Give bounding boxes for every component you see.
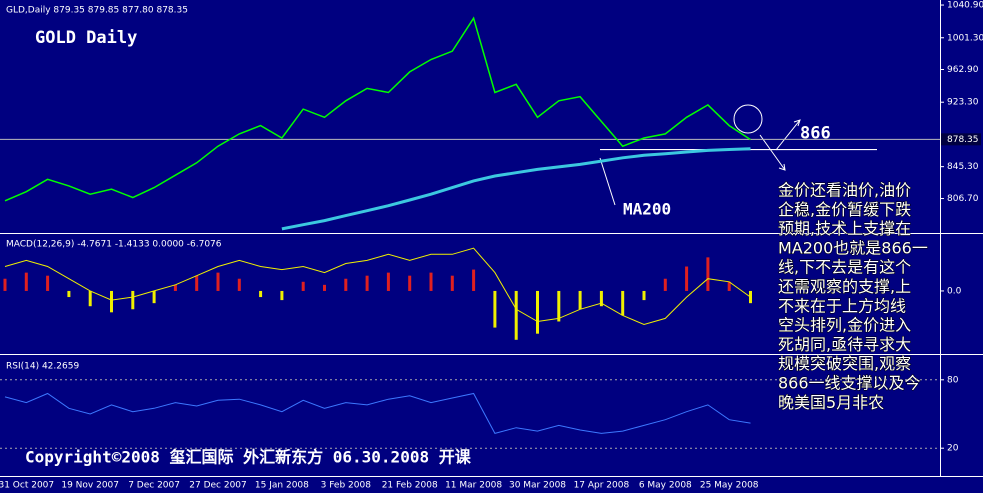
macd-bar	[599, 290, 603, 307]
x-tick-label: 30 Mar 2008	[509, 481, 566, 491]
last-price-box	[941, 133, 981, 146]
macd-bar	[578, 290, 582, 310]
x-tick-label: 27 Dec 2007	[189, 481, 247, 491]
macd-bar	[727, 281, 731, 291]
x-tick-label: 15 Jan 2008	[255, 481, 309, 491]
macd-bar	[663, 278, 667, 291]
note-line: 规模突破突围,观察	[778, 354, 911, 373]
macd-bar	[216, 272, 220, 291]
macd-bar	[472, 269, 476, 291]
copyright: Copyright©2008 玺汇国际 外汇新东方 06.30.2008 开课	[25, 448, 472, 467]
ma200-pointer	[599, 157, 616, 206]
y-tick-label: 962.90	[947, 65, 979, 75]
y-tick-label: 20	[947, 444, 959, 454]
x-tick-label: 25 May 2008	[700, 481, 759, 491]
ma-label: MA200	[623, 200, 671, 219]
macd-bar	[46, 275, 50, 291]
macd-bar	[237, 278, 241, 291]
macd-bar	[195, 275, 199, 291]
macd-bar	[259, 290, 263, 298]
note-line: 金价还看油价,油价	[778, 181, 911, 200]
x-tick-label: 31 Oct 2007	[0, 481, 54, 491]
note-line: MA200也就是866一	[778, 238, 928, 257]
note-line: 不来在于上方均线	[778, 296, 906, 315]
macd-bar	[450, 275, 454, 291]
macd-bar	[173, 284, 177, 291]
macd-bar	[642, 290, 646, 301]
price-header: GLD,Daily 879.35 879.85 877.80 878.35	[6, 6, 188, 16]
y-tick-label: 923.30	[947, 98, 979, 108]
note-line: 还需观察的支撑,上	[778, 277, 911, 296]
macd-bar	[323, 284, 326, 291]
price-line	[4, 16, 751, 202]
macd-bar	[131, 290, 135, 310]
macd-bar	[280, 290, 284, 301]
y-tick-label: 1001.30	[947, 33, 983, 43]
macd-bar	[685, 266, 689, 291]
macd-bar	[621, 290, 625, 316]
macd-bar	[67, 290, 71, 298]
macd-bar	[408, 275, 412, 291]
macd-bar	[24, 272, 28, 291]
macd-bar	[344, 278, 348, 291]
x-tick-label: 3 Feb 2008	[321, 481, 372, 491]
support-label: 866	[800, 124, 831, 144]
y-tick-label: 845.30	[947, 162, 979, 172]
macd-bar	[536, 290, 539, 334]
note-line: 866一线支撑以及今	[778, 374, 921, 393]
rsi-line	[4, 392, 751, 434]
last-price-label: 878.35	[947, 135, 979, 145]
x-tick-label: 6 May 2008	[639, 481, 692, 491]
x-tick-label: 21 Feb 2008	[382, 481, 438, 491]
note-line: 晚美国5月非农	[778, 393, 884, 412]
rsi-header: RSI(14) 42.2659	[6, 362, 79, 372]
macd-bar	[706, 257, 710, 291]
macd-bar	[493, 290, 497, 328]
macd-bar	[301, 281, 305, 291]
x-tick-label: 19 Nov 2007	[61, 481, 119, 491]
arrow-down	[759, 134, 786, 171]
macd-bar	[429, 272, 433, 291]
x-tick-label: 17 Apr 2008	[574, 481, 630, 491]
macd-bar	[514, 290, 518, 340]
arrow-up	[775, 119, 801, 151]
y-tick-label: 80	[947, 375, 959, 385]
macd-header: MACD(12,26,9) -4.7671 -1.4133 0.0000 -6.…	[6, 240, 222, 250]
macd-bar	[152, 290, 156, 304]
note-line: 线,下不去是有这个	[778, 258, 911, 277]
macd-bar	[3, 278, 7, 291]
note-line: 企稳,金价暂缓下跌	[778, 200, 911, 219]
y-tick-label: 1040.90	[947, 1, 983, 11]
y-tick-label: 0.0	[947, 286, 962, 296]
x-tick-label: 11 Mar 2008	[445, 481, 502, 491]
y-tick-label: 806.70	[947, 194, 979, 204]
macd-bar	[557, 290, 561, 322]
chart-title: GOLD Daily	[35, 28, 137, 48]
macd-bar	[110, 290, 113, 313]
x-tick-label: 7 Dec 2007	[128, 481, 180, 491]
note-line: 空头排列,金价进入	[778, 316, 911, 335]
note-line: 死胡同,亟待寻求大	[778, 335, 911, 354]
signal-line	[4, 247, 751, 326]
macd-bar	[386, 272, 390, 291]
macd-bar	[88, 290, 92, 307]
note-line: 预期,技术上支撑在	[778, 219, 911, 238]
macd-bar	[365, 275, 369, 291]
highlight-circle	[733, 104, 763, 134]
ma-line	[281, 147, 751, 231]
